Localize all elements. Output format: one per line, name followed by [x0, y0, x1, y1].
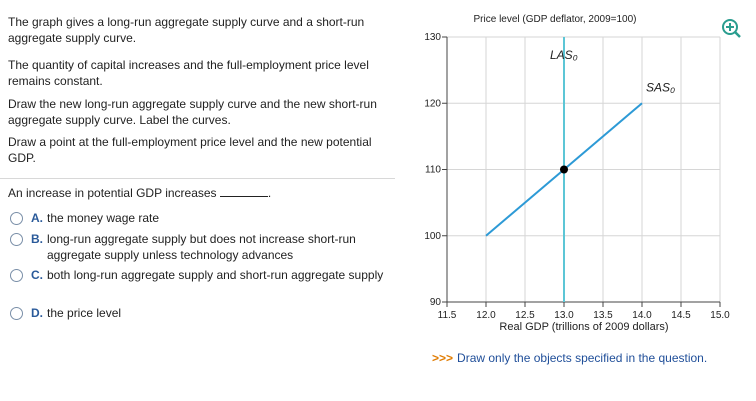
y-tick-label: 130 [424, 32, 441, 43]
x-tick-label: 12.0 [476, 310, 496, 321]
option-letter: C. [31, 268, 43, 282]
option[interactable]: D. the price level [10, 305, 390, 321]
option-letter: A. [31, 211, 43, 225]
hint: >>> Draw only the objects specified in th… [432, 351, 707, 365]
curve-label: SAS₀ [646, 80, 675, 94]
instruction: Draw the new long-run aggregate supply c… [8, 97, 377, 127]
x-tick-label: 13.0 [554, 310, 574, 321]
option[interactable]: A. the money wage rate [10, 210, 390, 226]
x-tick-label: 15.0 [710, 310, 730, 321]
x-tick-label: 12.5 [515, 310, 535, 321]
hint-prefix: >>> [432, 351, 454, 365]
x-tick-label: 14.5 [671, 310, 691, 321]
option-text: both long-run aggregate supply and short… [47, 268, 384, 282]
y-tick-label: 100 [424, 231, 441, 242]
radio[interactable] [10, 212, 23, 225]
instruction: The graph gives a long-run aggregate sup… [8, 15, 365, 45]
curve-label: LAS₀ [550, 48, 578, 62]
point [560, 165, 568, 174]
question-text: An increase in potential GDP increases [8, 186, 217, 200]
option-text: the price level [47, 306, 122, 320]
y-tick-label: 110 [425, 165, 441, 176]
instruction: The quantity of capital increases and th… [8, 58, 369, 88]
y-tick-label: 120 [424, 98, 441, 109]
x-tick-label: 14.0 [632, 310, 652, 321]
radio[interactable] [10, 307, 23, 320]
radio[interactable] [10, 233, 23, 246]
option[interactable]: B. long-run aggregate supply but does not… [10, 231, 390, 263]
separator [0, 178, 395, 179]
zoom-icon[interactable] [722, 19, 741, 38]
option-text: the money wage rate [47, 211, 160, 225]
chart: Price level (GDP deflator, 2009=100) Rea… [424, 14, 741, 333]
y-tick-label: 90 [430, 297, 442, 308]
question-panel: The graph gives a long-run aggregate sup… [0, 15, 395, 321]
option-letter: B. [31, 232, 43, 246]
question: An increase in potential GDP increases . [8, 185, 388, 201]
hint-text: Draw only the objects specified in the q… [457, 351, 708, 365]
instruction: Draw a point at the full-employment pric… [8, 135, 372, 165]
radio[interactable] [10, 269, 23, 282]
answer-blank [219, 186, 268, 197]
option[interactable]: C. both long-run aggregate supply and sho… [10, 267, 390, 283]
x-tick-label: 13.5 [593, 310, 613, 321]
question-end: . [267, 186, 272, 200]
y-axis-title: Price level (GDP deflator, 2009=100) [474, 14, 637, 25]
option-letter: D. [31, 306, 43, 320]
x-axis-title: Real GDP (trillions of 2009 dollars) [499, 321, 668, 333]
x-tick-label: 11.5 [438, 310, 457, 321]
option-text: long-run aggregate supply but does not i… [47, 232, 356, 262]
